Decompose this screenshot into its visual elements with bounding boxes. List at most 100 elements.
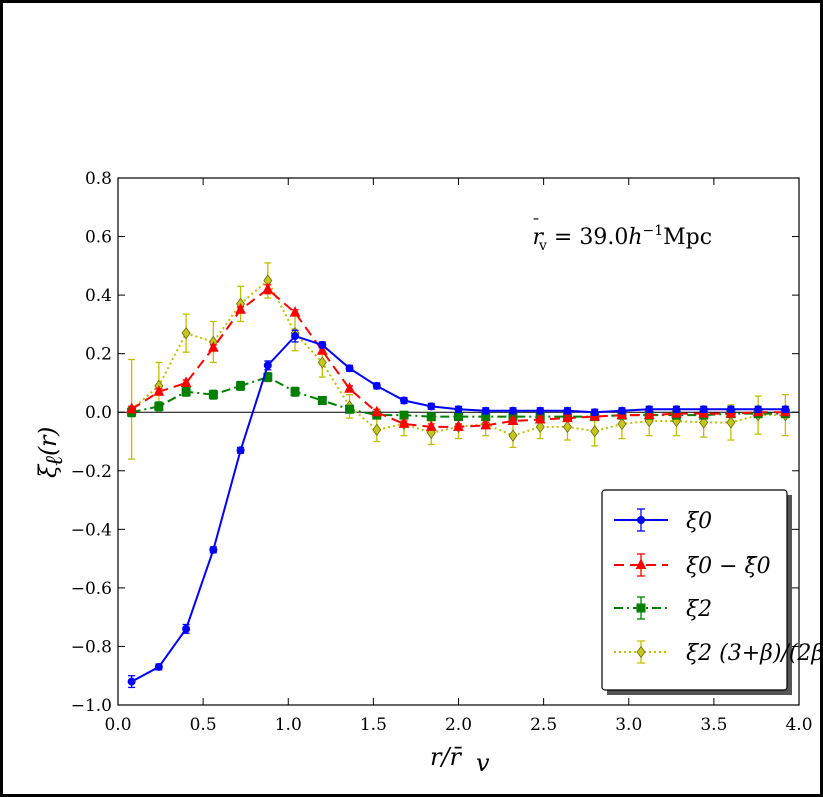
- x-axis-label-subscript: v: [476, 749, 490, 777]
- data-point: [536, 406, 545, 415]
- data-point: [344, 382, 355, 393]
- data-point: [426, 412, 436, 422]
- data-point: [754, 405, 763, 414]
- y-tick-label: −0.4: [71, 520, 112, 540]
- data-point: [563, 406, 572, 415]
- y-tick-label: 0.0: [85, 403, 112, 423]
- legend-marker: [637, 516, 645, 524]
- legend-label: ξ0: [686, 509, 712, 534]
- data-point: [480, 418, 492, 430]
- data-point: [154, 662, 163, 671]
- x-tick-label: 3.0: [615, 715, 642, 735]
- data-point: [290, 387, 300, 397]
- data-point: [127, 677, 136, 686]
- data-point: [262, 282, 274, 294]
- y-tick-label: 0.4: [85, 286, 112, 306]
- legend-entry-1: ξ0 − ξ̄0: [614, 553, 771, 579]
- y-tick-label: −0.8: [71, 637, 112, 657]
- legend: ξ0 ξ0 − ξ̄0 ξ2 ξ2 (3+β)/(2β): [601, 489, 823, 695]
- data-point: [180, 376, 192, 387]
- data-point: [208, 390, 218, 400]
- x-tick-label: 2.0: [445, 715, 472, 735]
- legend-label: ξ2 (3+β)/(2β): [686, 641, 823, 666]
- x-tick-label: 3.5: [700, 715, 727, 735]
- x-tick-label: 1.5: [360, 715, 387, 735]
- y-axis-label-arg: (: [34, 446, 62, 456]
- y-tick-label: −0.2: [71, 462, 112, 482]
- legend-marker: [635, 558, 647, 569]
- y-tick-label: 0.8: [85, 169, 112, 189]
- x-axis-label: r/r̄: [430, 743, 463, 771]
- data-point: [126, 402, 137, 414]
- data-point: [726, 405, 735, 414]
- data-point: [153, 385, 165, 396]
- data-point: [427, 402, 436, 411]
- data-point: [181, 387, 191, 397]
- data-point: [781, 405, 790, 414]
- data-point: [699, 405, 708, 414]
- y-tick-label: 0.6: [85, 228, 112, 248]
- data-point: [398, 417, 410, 428]
- data-point: [590, 408, 599, 417]
- y-axis-label-close: ): [34, 427, 62, 437]
- data-point: [372, 381, 381, 390]
- data-point: [209, 545, 218, 554]
- series-1: [126, 282, 791, 431]
- data-point: [643, 408, 655, 420]
- data-point: [617, 406, 626, 415]
- data-point: [535, 420, 545, 434]
- data-point: [181, 326, 191, 340]
- chart-annotation: r¯v = 39.0h−1Mpc: [532, 215, 712, 254]
- y-axis-label-r: r: [34, 434, 62, 447]
- data-point: [182, 624, 191, 633]
- data-point: [699, 416, 709, 429]
- y-axis-label: ξ: [34, 463, 62, 478]
- data-point: [316, 344, 328, 355]
- legend-label: ξ2: [686, 597, 712, 622]
- data-point: [317, 356, 327, 369]
- x-tick-label: 4.0: [785, 715, 812, 735]
- legend-marker: [636, 603, 646, 613]
- data-point: [345, 364, 354, 373]
- data-point: [372, 423, 382, 436]
- legend-entry-3: ξ2 (3+β)/(2β): [614, 640, 823, 666]
- x-tick-label: 0.0: [104, 715, 131, 735]
- legend-marker: [636, 645, 646, 659]
- data-point: [672, 405, 681, 414]
- data-point: [562, 411, 573, 423]
- data-point: [508, 429, 518, 442]
- y-tick-label: 0.2: [85, 345, 112, 365]
- legend-label: ξ0 − ξ̄0: [686, 554, 771, 579]
- data-point: [400, 396, 409, 405]
- data-point: [454, 412, 463, 422]
- data-point: [562, 420, 572, 434]
- data-point: [481, 406, 490, 415]
- y-tick-label: −1.0: [71, 696, 112, 716]
- data-point: [454, 405, 463, 414]
- data-point: [289, 306, 301, 317]
- data-point: [263, 361, 272, 370]
- x-tick-label: 0.5: [190, 715, 217, 735]
- legend-box: [601, 489, 788, 691]
- data-point: [236, 381, 246, 391]
- data-point: [291, 332, 300, 341]
- data-point: [590, 425, 600, 438]
- data-point: [236, 446, 245, 455]
- x-tick-label: 2.5: [530, 715, 557, 735]
- data-point: [508, 406, 517, 415]
- series-0: [127, 329, 790, 689]
- data-point: [345, 404, 355, 414]
- data-point: [318, 340, 327, 349]
- legend-entry-0: ξ0: [614, 508, 712, 534]
- data-point: [425, 420, 437, 431]
- data-point: [453, 420, 464, 431]
- data-point: [507, 414, 519, 426]
- data-point: [208, 341, 219, 352]
- data-point: [371, 405, 383, 417]
- y-axis-label-subscript: ℓ: [40, 456, 68, 466]
- data-point: [534, 412, 546, 424]
- data-point: [317, 396, 327, 406]
- data-point: [617, 417, 627, 431]
- data-point: [235, 303, 246, 314]
